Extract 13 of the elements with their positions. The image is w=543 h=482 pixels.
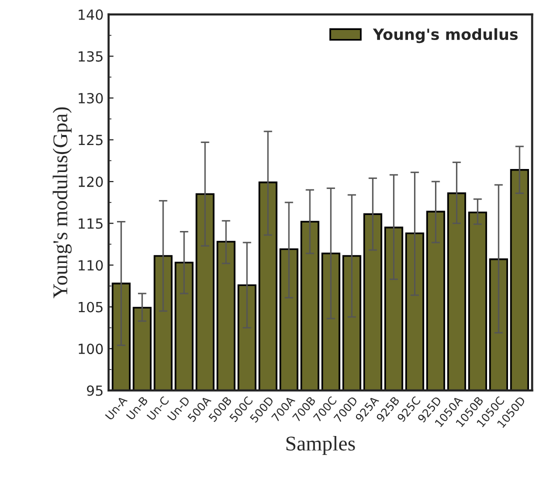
- y-axis-title: Young's modulus(Gpa): [52, 107, 72, 298]
- y-tick-label: 100: [78, 344, 103, 354]
- legend-label: Young's modulus: [372, 28, 518, 44]
- y-tick-label: 120: [78, 176, 103, 188]
- y-tick-label: 135: [78, 51, 103, 62]
- y-tick-label: 105: [78, 302, 103, 312]
- y-tick-label: 130: [78, 92, 103, 104]
- y-tick-label: 95: [86, 385, 103, 396]
- y-tick-label: 140: [78, 9, 103, 20]
- y-tick-label: 110: [78, 260, 103, 271]
- x-axis-title: Samples: [286, 436, 355, 455]
- y-tick-label: 125: [78, 134, 103, 146]
- y-tick-label: 115: [78, 218, 103, 229]
